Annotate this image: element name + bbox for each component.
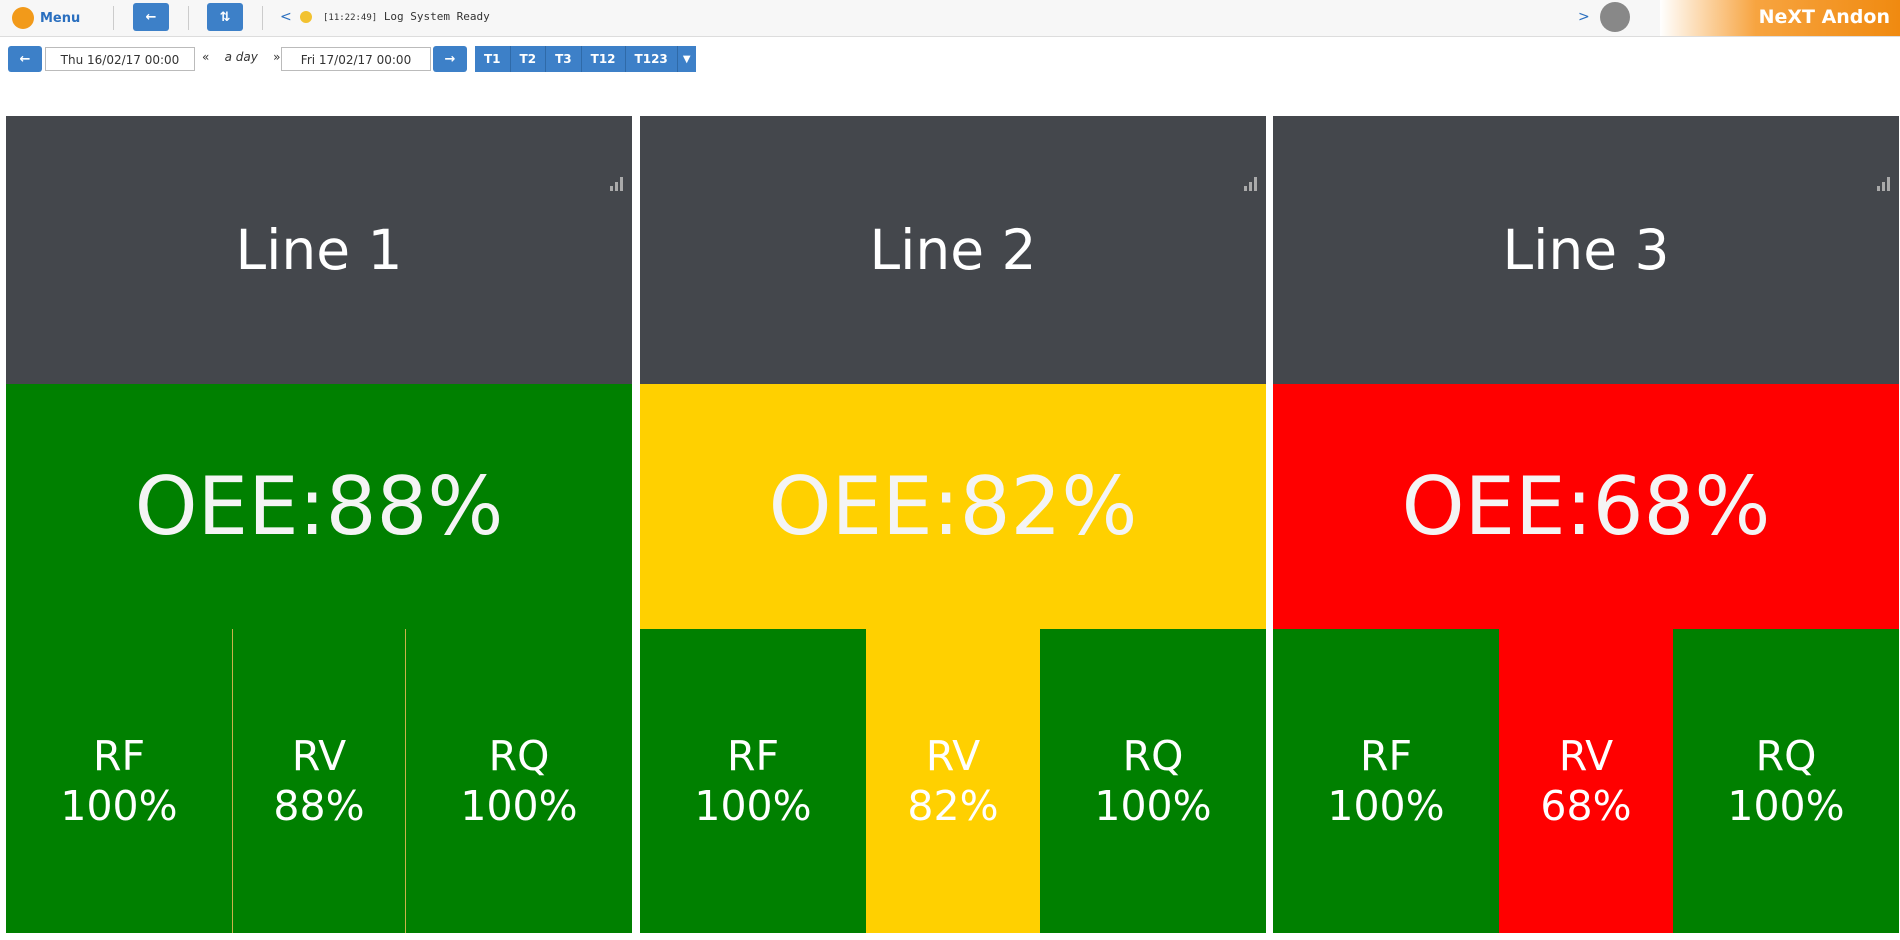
chart-icon-glyph xyxy=(1244,177,1257,191)
metric-value: 100% xyxy=(1094,782,1212,830)
oee-value: OEE:82% xyxy=(768,460,1138,553)
prev-period-button[interactable]: ← xyxy=(8,46,42,72)
shift-button[interactable]: T123 xyxy=(625,46,678,72)
menu-icon xyxy=(12,7,34,29)
line-name: Line 2 xyxy=(869,218,1037,282)
chart-icon[interactable] xyxy=(610,140,624,191)
log-icon xyxy=(300,11,312,23)
line-header: Line 1 xyxy=(6,116,632,384)
chart-icon-glyph xyxy=(1877,177,1890,191)
metric-tile: RF 100% xyxy=(6,629,232,933)
metric-value: 100% xyxy=(694,782,812,830)
metric-tile: RQ 100% xyxy=(1673,629,1899,933)
metric-tile: RQ 100% xyxy=(406,629,632,933)
log-prev[interactable]: < xyxy=(280,9,292,25)
chart-icon[interactable] xyxy=(1877,140,1891,191)
oee-value: OEE:68% xyxy=(1401,460,1771,553)
shift-dropdown[interactable]: ▼ xyxy=(677,46,696,72)
log-message: Log System Ready xyxy=(383,10,490,23)
back-button[interactable]: ← xyxy=(133,3,169,31)
metric-tile: RV 88% xyxy=(232,629,406,933)
oee-value: OEE:88% xyxy=(134,460,504,553)
metric-value: 100% xyxy=(1727,782,1845,830)
oee-section: OEE:68% xyxy=(1273,384,1899,629)
period: a day xyxy=(224,50,258,64)
metric-label: RV xyxy=(291,732,347,780)
metric-value: 82% xyxy=(907,782,999,830)
chart-icon-glyph xyxy=(610,177,623,191)
next-period-button[interactable]: → xyxy=(433,46,467,72)
shift-buttons: T1 T2 T3 T12 T123 ▼ xyxy=(475,46,696,72)
chart-icon[interactable] xyxy=(1244,140,1258,191)
metric-tile: RV 68% xyxy=(1499,629,1673,933)
line-name: Line 1 xyxy=(235,218,403,282)
oee-section: OEE:88% xyxy=(6,384,632,629)
shift-button[interactable]: T1 xyxy=(475,46,511,72)
line-header: Line 3 xyxy=(1273,116,1899,384)
metric-label: RF xyxy=(726,732,780,780)
menu-button[interactable]: Menu xyxy=(12,5,80,31)
metric-label: RF xyxy=(92,732,146,780)
metric-label: RV xyxy=(1558,732,1614,780)
separator xyxy=(188,6,189,30)
oee-section: OEE:82% xyxy=(640,384,1266,629)
metric-value: 100% xyxy=(1327,782,1445,830)
user-avatar[interactable] xyxy=(1600,2,1630,32)
date-from[interactable]: Thu 16/02/17 00:00 xyxy=(45,47,195,71)
metric-label: RQ xyxy=(488,732,550,780)
shift-button[interactable]: T2 xyxy=(510,46,547,72)
separator xyxy=(113,6,114,30)
line-panel: Line 3 OEE:68% RF 100% RV 68% RQ 100% xyxy=(1273,116,1899,933)
shift-button[interactable]: T3 xyxy=(546,46,582,72)
line-panel: Line 2 OEE:82% RF 100% RV 82% RQ 100% xyxy=(640,116,1266,933)
metric-value: 68% xyxy=(1540,782,1632,830)
metric-label: RQ xyxy=(1122,732,1184,780)
metric-tile: RF 100% xyxy=(1273,629,1499,933)
log-entry: [11:22:49] Log System Ready xyxy=(323,10,490,23)
shift-button[interactable]: T12 xyxy=(581,46,626,72)
top-toolbar: Menu ← ⇅ < [11:22:49] Log System Ready >… xyxy=(0,0,1900,37)
menu-label: Menu xyxy=(40,10,81,26)
metric-tile: RQ 100% xyxy=(1040,629,1266,933)
metric-label: RQ xyxy=(1755,732,1817,780)
metric-value: 100% xyxy=(460,782,578,830)
line-name: Line 3 xyxy=(1502,218,1670,282)
separator xyxy=(262,6,263,30)
date-to[interactable]: Fri 17/02/17 00:00 xyxy=(281,47,431,71)
metric-tile: RV 82% xyxy=(866,629,1040,933)
log-next[interactable]: > xyxy=(1578,9,1590,25)
period-label: « a day » xyxy=(202,50,281,64)
metric-label: RV xyxy=(925,732,981,780)
line-header: Line 2 xyxy=(640,116,1266,384)
log-time: [11:22:49] xyxy=(323,13,378,23)
line-panel: Line 1 OEE:88% RF 100% RV 88% RQ 100% xyxy=(6,116,632,933)
metric-tile: RF 100% xyxy=(640,629,866,933)
metric-value: 100% xyxy=(60,782,178,830)
metric-label: RF xyxy=(1359,732,1413,780)
brand: NeXT Andon xyxy=(1660,0,1900,36)
metric-value: 88% xyxy=(273,782,365,830)
refresh-button[interactable]: ⇅ xyxy=(207,3,243,31)
